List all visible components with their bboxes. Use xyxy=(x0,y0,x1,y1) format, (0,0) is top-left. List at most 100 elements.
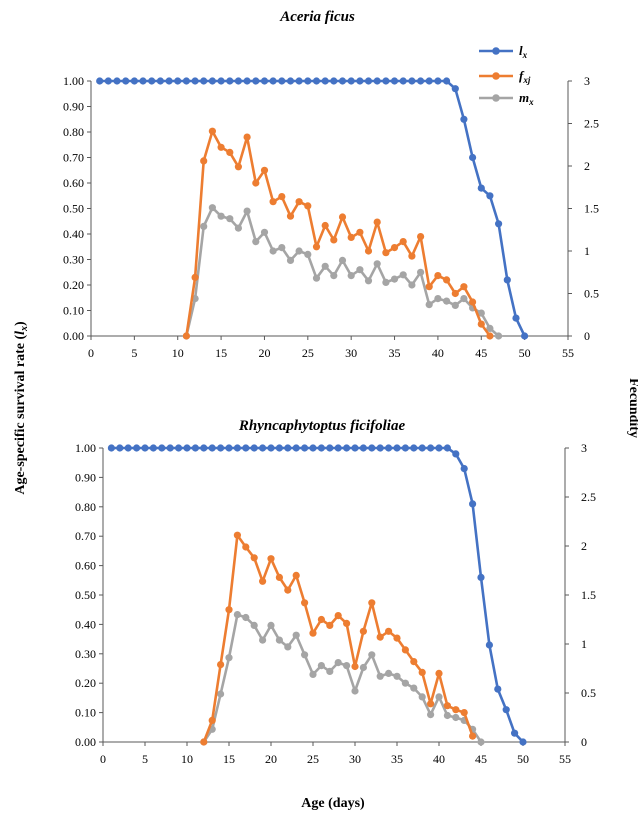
data-point-lx xyxy=(435,444,443,452)
data-point-fxj xyxy=(284,586,292,594)
data-point-lx xyxy=(165,77,173,85)
data-point-mx xyxy=(486,324,494,332)
data-point-lx xyxy=(286,77,295,85)
data-point-lx xyxy=(141,444,149,452)
x-tick-label: 20 xyxy=(265,752,277,766)
y2-tick-label: 0 xyxy=(581,735,587,749)
data-point-fxj xyxy=(359,627,367,635)
data-point-fxj xyxy=(260,166,269,174)
x-tick-label: 45 xyxy=(475,752,487,766)
data-point-mx xyxy=(284,643,292,651)
data-point-mx xyxy=(477,738,485,746)
data-point-mx xyxy=(286,256,295,264)
data-point-mx xyxy=(275,636,283,644)
data-point-mx xyxy=(376,672,384,680)
x-tick-label: 50 xyxy=(517,752,529,766)
data-point-mx xyxy=(304,250,312,258)
data-point-mx xyxy=(233,611,241,619)
data-point-mx xyxy=(477,309,485,317)
data-point-mx xyxy=(364,277,373,285)
data-point-fxj xyxy=(376,633,384,641)
data-point-fxj xyxy=(382,249,390,257)
data-point-fxj xyxy=(418,668,426,677)
data-point-fxj xyxy=(417,233,425,241)
x-tick-label: 20 xyxy=(258,346,270,360)
data-point-fxj xyxy=(334,612,342,620)
data-point-fxj xyxy=(286,212,295,220)
data-point-lx xyxy=(510,729,519,737)
y-tick-label: 0.20 xyxy=(63,278,84,292)
series-line-mx xyxy=(185,206,500,337)
x-tick-label: 10 xyxy=(172,346,184,360)
data-point-mx xyxy=(295,247,303,255)
y-tick-label: 0.30 xyxy=(63,253,84,267)
data-point-mx xyxy=(250,621,258,630)
data-point-mx xyxy=(368,651,376,659)
data-point-fxj xyxy=(364,247,373,255)
data-point-fxj xyxy=(443,276,451,284)
data-point-lx xyxy=(225,444,233,452)
data-point-fxj xyxy=(427,700,435,708)
data-point-lx xyxy=(385,444,393,452)
data-point-mx xyxy=(260,228,269,236)
series-line-mx xyxy=(202,613,483,743)
data-point-fxj xyxy=(208,127,216,135)
data-point-mx xyxy=(321,262,329,270)
x-tick-label: 0 xyxy=(100,752,106,766)
data-point-fxj xyxy=(330,236,338,244)
x-tick-label: 40 xyxy=(432,346,444,360)
data-point-lx xyxy=(410,444,418,452)
data-point-fxj xyxy=(469,732,477,740)
data-point-lx xyxy=(460,115,468,123)
x-axis-label: Age (days) xyxy=(301,796,365,811)
data-point-lx xyxy=(347,77,355,85)
legend-marker xyxy=(492,72,500,80)
data-point-fxj xyxy=(486,332,494,340)
data-point-lx xyxy=(113,77,121,85)
legend-label: lx xyxy=(519,43,528,60)
data-point-fxj xyxy=(275,573,283,582)
data-point-lx xyxy=(259,444,267,452)
data-point-fxj xyxy=(225,606,233,614)
y2-tick-label: 0.5 xyxy=(581,686,596,700)
data-point-mx xyxy=(225,654,233,662)
data-point-mx xyxy=(267,621,275,630)
data-point-lx xyxy=(452,450,460,458)
data-point-lx xyxy=(451,85,459,93)
data-point-lx xyxy=(443,444,451,452)
data-point-lx xyxy=(156,77,164,85)
data-point-lx xyxy=(200,444,208,452)
y2-tick-label: 0 xyxy=(584,329,590,343)
data-point-lx xyxy=(217,444,225,452)
legend: lx fxj mx xyxy=(479,43,534,107)
data-point-lx xyxy=(427,444,435,452)
data-point-lx xyxy=(477,573,485,582)
data-point-lx xyxy=(269,77,277,85)
y-tick-label: 0.00 xyxy=(63,329,84,343)
data-point-mx xyxy=(434,295,442,303)
data-point-mx xyxy=(259,636,267,644)
data-point-mx xyxy=(326,667,334,676)
data-point-lx xyxy=(330,77,338,85)
data-point-mx xyxy=(301,651,309,659)
data-point-mx xyxy=(338,256,347,264)
data-point-lx xyxy=(418,444,426,452)
chart-title: Aceria ficus xyxy=(279,9,355,25)
data-point-fxj xyxy=(385,627,393,635)
data-point-mx xyxy=(208,204,216,212)
data-point-lx xyxy=(512,314,520,322)
data-point-lx xyxy=(183,444,191,452)
data-point-fxj xyxy=(460,709,468,717)
data-point-lx xyxy=(284,444,292,452)
data-point-lx xyxy=(116,444,124,452)
data-point-lx xyxy=(390,77,399,85)
data-point-fxj xyxy=(460,283,468,291)
data-point-mx xyxy=(373,260,381,268)
data-point-fxj xyxy=(425,283,433,291)
data-point-fxj xyxy=(401,646,409,654)
data-point-mx xyxy=(356,266,364,274)
y-tick-label: 1.00 xyxy=(63,74,84,88)
y2-axis-label: Fecundity xyxy=(626,378,638,438)
y2-tick-label: 2.5 xyxy=(584,117,599,131)
data-point-lx xyxy=(334,444,342,452)
